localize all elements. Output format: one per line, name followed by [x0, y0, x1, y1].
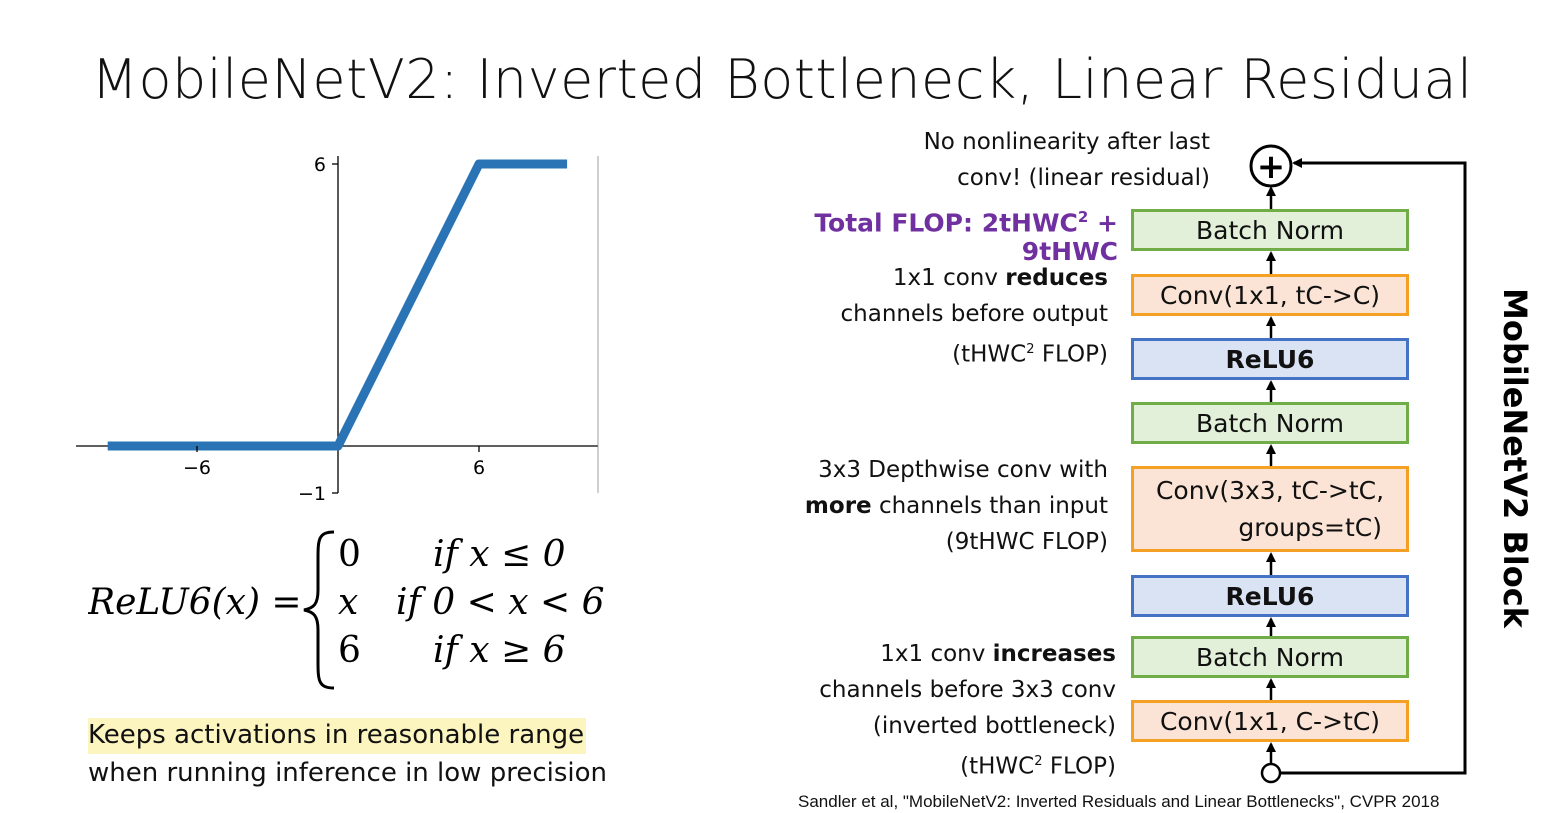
case-2-value: x	[338, 582, 358, 623]
block-conv-1x1-expand: Conv(1x1, C->tC)	[1131, 700, 1409, 742]
relu6-formula: ReLU6(x) = 0 if x ≤ 0 x if 0 < x < 6 6 i…	[88, 530, 605, 690]
x-tick-label: 6	[473, 457, 485, 479]
annotation-reduce: 1x1 conv reduces channels before output …	[840, 265, 1109, 368]
block-batch-norm-3: Batch Norm	[1131, 209, 1409, 251]
plus-icon: +	[1257, 147, 1286, 187]
block-label: MobileNetV2 Block	[1496, 288, 1534, 628]
block-batch-norm-2: Batch Norm	[1131, 402, 1409, 444]
case-1-value: 0	[338, 534, 361, 575]
block-relu6-1: ReLU6	[1131, 575, 1409, 617]
block-relu6-2: ReLU6	[1131, 338, 1409, 380]
case-3-condition: if x ≥ 6	[433, 630, 566, 671]
block-conv-1x1-reduce: Conv(1x1, tC->C)	[1131, 274, 1409, 316]
note-line-1: Keeps activations in reasonable range	[88, 718, 587, 754]
formula-lhs: ReLU6(x) =	[88, 582, 302, 623]
total-flop: Total FLOP: 2tHWC2 + 9tHWC	[814, 208, 1118, 267]
precision-note: Keeps activations in reasonable range wh…	[88, 716, 607, 792]
y-tick-label: 6	[314, 154, 326, 176]
note-line-2: when running inference in low precision	[88, 758, 607, 788]
input-node	[1260, 762, 1282, 784]
case-3-value: 6	[338, 630, 361, 671]
x-tick-label: −6	[183, 457, 211, 479]
citation: Sandler et al, "MobileNetV2: Inverted Re…	[798, 792, 1440, 811]
relu6-plot: −6 6 6 −1	[76, 154, 599, 505]
slide-title: MobileNetV2: Inverted Bottleneck, Linear…	[91, 48, 1473, 111]
case-2-condition: if 0 < x < 6	[396, 582, 605, 623]
block-batch-norm-1: Batch Norm	[1131, 636, 1409, 678]
block-conv-3x3-depthwise: Conv(3x3, tC->tC, groups=tC)	[1131, 466, 1409, 552]
residual-connection	[1280, 158, 1467, 775]
annotation-linear-residual: No nonlinearity after last conv! (linear…	[923, 129, 1210, 191]
add-node	[1249, 144, 1293, 188]
annotation-increase: 1x1 conv increases channels before 3x3 c…	[819, 641, 1116, 780]
annotation-depthwise: 3x3 Depthwise conv with more channels th…	[804, 457, 1108, 555]
case-1-condition: if x ≤ 0	[433, 534, 566, 575]
relu6-series-line	[107, 159, 568, 451]
y-tick-label: −1	[298, 483, 326, 505]
formula-brace	[303, 530, 335, 690]
